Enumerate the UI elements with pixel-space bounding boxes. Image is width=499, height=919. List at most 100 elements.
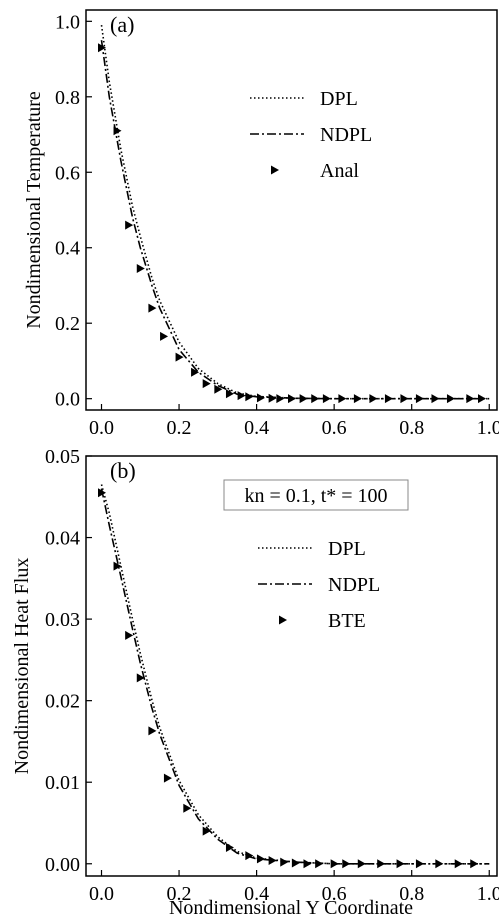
panel-a-anal-marker [214,384,223,394]
panel-a-anal-marker [175,352,184,362]
panel-b-bte-marker [202,826,211,836]
panel-a-anal-marker [202,379,211,389]
panel-b-bte-marker [396,859,405,869]
panel-b-bte-marker [148,726,157,736]
panel-b-dpl-line [100,484,490,865]
panel-a-x-tick-label: 0.8 [399,417,424,439]
panel-a-anal-marker [369,394,378,404]
panel-b-ndpl-line [100,488,490,865]
panel-a-anal-marker [245,392,254,402]
panel-b-bte-marker [183,803,192,813]
panel-a-y-tick-label: 0.4 [55,238,80,260]
panel-a-anal-marker [148,303,157,313]
panel-b-bte-marker [163,773,172,783]
panel-a-ticks: 0.0 0.2 0.4 0.6 0.8 1.0 0.0 0.2 0.4 0.6 0.8 1.0 [55,11,499,439]
panel-a-anal-marker [384,394,393,404]
panel-b-bte-marker [225,842,234,852]
panel-b-annotation-text: kn = 0.1, t* = 100 [244,485,387,507]
panel-a-x-tick-label: 0.4 [244,417,269,439]
panel-b-label: (b) [110,458,136,483]
panel-a-anal-marker [299,394,308,404]
panel-b-bte-marker [454,859,463,869]
panel-a-label: (a) [110,12,134,37]
panel-b-bte-marker [470,859,479,869]
panel-b-legend-dpl-label: DPL [328,538,366,560]
panel-b-y-tick-label: 0.02 [45,691,80,713]
panel-a-anal-marker [113,126,122,136]
panel-a-anal-marker [446,394,455,404]
panel-b-bte-marker [256,854,265,864]
panel-a-dpl-line [100,24,490,400]
panel-b-x-axis-label: Nondimensional Y Coordinate [169,897,413,919]
panel-b-bte-marker [136,673,145,683]
panel-a-x-tick-label: 0.6 [322,417,347,439]
panel-a-anal-marker [125,220,134,230]
panel-a-ndpl-line [100,40,490,400]
panel-a-x-tick-label: 0.2 [167,417,192,439]
panel-a-anal-marker [160,331,169,341]
panel-a: 0.0 0.2 0.4 0.6 0.8 1.0 0.0 0.2 0.4 0.6 0.8 1.0 (a)… [23,9,499,439]
panel-a-anal-marker [98,43,107,53]
panel-a-legend: DPL NDPL Anal [250,88,372,182]
panel-b: 0.0 0.2 0.4 0.6 0.8 1.0 0.00 0.01 0.02 0.03 0.04 0.… [11,446,499,919]
panel-b-bte-marker [435,859,444,869]
panel-b-bte-marker [98,488,107,498]
panel-b-bte-marker [377,859,386,869]
panel-a-y-tick-label: 0.2 [55,313,80,335]
panel-b-bte-marker [330,859,339,869]
panel-b-x-tick-label: 0.8 [399,883,424,905]
panel-a-legend-anal-symbol [271,165,279,175]
panel-b-annotation: kn = 0.1, t* = 100 [223,479,409,511]
panel-a-y-tick-label: 0.6 [55,162,80,184]
panel-a-anal-marker [136,263,145,273]
panel-a-anal-marker [256,393,265,403]
panel-b-legend-ndpl-label: NDPL [328,574,380,596]
panel-b-legend: DPL NDPL BTE [258,538,380,632]
panel-b-ticks: 0.0 0.2 0.4 0.6 0.8 1.0 0.00 0.01 0.02 0.03 0.04 0.… [45,446,499,905]
panel-a-x-tick-label: 0.0 [89,417,114,439]
panel-a-anal-marker [322,394,331,404]
panel-b-y-tick-label: 0.05 [45,446,80,468]
panel-b-bte-marker [357,859,366,869]
panel-a-y-tick-label: 0.8 [55,87,80,109]
panel-b-bte-marker [125,630,134,640]
panel-b-bte-marker [280,857,289,867]
panel-a-y-axis-label: Nondimensional Temperature [23,91,45,329]
panel-b-y-tick-label: 0.04 [45,528,80,550]
panel-a-legend-dpl-label: DPL [320,88,358,110]
panel-b-bte-marker [415,859,424,869]
panel-a-plot-area [98,24,490,404]
panel-a-x-tick-label: 1.0 [477,417,499,439]
panel-a-anal-marker [415,394,424,404]
panel-a-axes-frame [85,9,498,411]
panel-a-anal-marker [400,394,409,404]
panel-b-legend-bte-label: BTE [328,610,366,632]
panel-a-anal-marker [477,394,486,404]
panel-b-x-tick-label: 0.2 [167,883,192,905]
panel-b-bte-marker [245,851,254,861]
panel-b-axes-frame [85,455,498,877]
panel-a-anal-marker [338,394,347,404]
panel-a-legend-anal-label: Anal [320,160,359,182]
panel-b-y-tick-label: 0.01 [45,772,80,794]
panel-b-y-tick-label: 0.00 [45,854,80,876]
panel-b-bte-marker [315,859,324,869]
panel-b-plot-area [98,484,490,869]
panel-a-anal-marker [431,394,440,404]
panel-a-anal-marker [311,394,320,404]
panel-a-legend-ndpl-label: NDPL [320,124,372,146]
panel-b-bte-marker [291,858,300,868]
panel-b-bte-marker [268,856,277,866]
panel-a-y-tick-label: 0.0 [55,389,80,411]
panel-b-y-tick-label: 0.03 [45,609,80,631]
panel-a-anal-marker [268,393,277,403]
panel-a-anal-marker [276,394,285,404]
panel-a-anal-marker [466,394,475,404]
panel-a-anal-marker [237,391,246,401]
panel-b-legend-bte-symbol [279,615,287,625]
panel-b-bte-marker [342,859,351,869]
panel-b-x-tick-label: 0.4 [244,883,269,905]
panel-a-anal-marker [288,394,296,404]
panel-b-x-tick-label: 0.0 [89,883,114,905]
